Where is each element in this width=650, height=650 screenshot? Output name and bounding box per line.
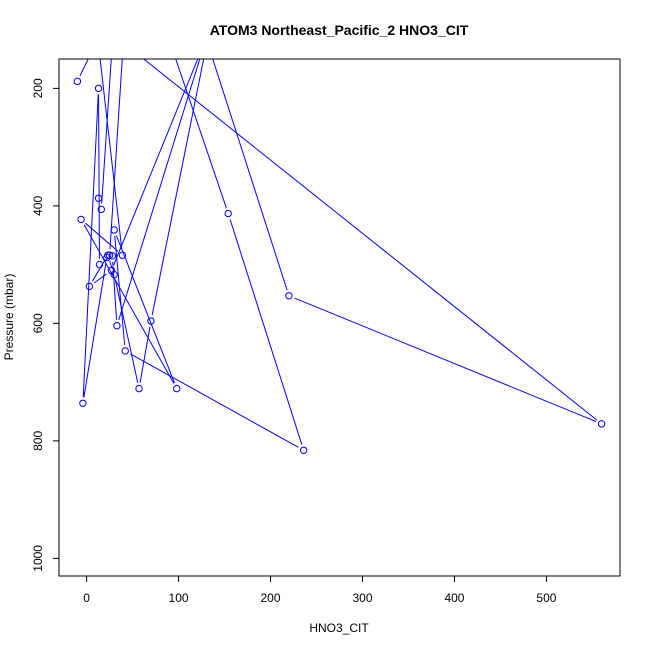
series-segment [114, 235, 126, 346]
data-point [135, 384, 143, 393]
data-point [147, 317, 155, 325]
series-segment [99, 59, 123, 250]
data-point [113, 322, 121, 330]
series-segment [105, 27, 158, 34]
series-segment [139, 326, 151, 383]
data-point [94, 194, 103, 202]
data-point [94, 84, 103, 93]
series-segment [113, 59, 199, 266]
data-point [203, 35, 209, 41]
data-point [85, 282, 94, 291]
series-layer [73, 12, 606, 454]
data-point [224, 209, 232, 218]
y-tick-label: 800 [31, 431, 45, 451]
series-segment [98, 94, 100, 259]
data-point [111, 12, 117, 18]
x-axis-label: HNO3_CIT [309, 621, 369, 635]
y-axis-label: Pressure (mbar) [2, 274, 16, 361]
data-point [121, 347, 129, 355]
series-segment [116, 21, 121, 36]
series-segment [294, 297, 597, 423]
x-tick-label: 200 [261, 591, 281, 605]
data-point [93, 18, 99, 24]
data-point [97, 205, 106, 214]
series-segment [175, 59, 227, 208]
series-segment [115, 235, 175, 384]
data-point [173, 384, 181, 393]
series-segment [114, 280, 139, 383]
x-tick-label: 300 [352, 591, 372, 605]
series-segment [83, 263, 107, 398]
data-point [79, 399, 87, 407]
series-segment [83, 224, 175, 384]
data-point [162, 23, 168, 29]
data-point [110, 226, 118, 234]
data-point [95, 260, 104, 269]
y-tick-label: 400 [31, 196, 45, 216]
x-tick-label: 400 [444, 591, 464, 605]
y-tick-label: 1000 [31, 545, 45, 572]
series-segment [93, 273, 107, 284]
data-point [96, 32, 102, 38]
series-segment [212, 59, 288, 291]
data-point [77, 215, 85, 224]
series-segment [101, 59, 112, 204]
series-segment [85, 222, 119, 252]
x-tick-label: 100 [169, 591, 189, 605]
data-point [73, 77, 82, 86]
series-segment [229, 219, 303, 445]
data-point [105, 251, 114, 259]
x-tick-label: 500 [536, 591, 556, 605]
plot-frame [58, 58, 621, 577]
series-segment [79, 59, 89, 77]
series-segment [109, 59, 123, 250]
y-tick-label: 200 [31, 78, 45, 98]
data-point [597, 420, 606, 428]
x-axis: 0 100 200 300 400 500 [83, 575, 557, 605]
y-axis: 200 400 600 800 1000 [31, 78, 60, 572]
y-tick-label: 600 [31, 313, 45, 333]
data-point [110, 270, 118, 279]
series-segment [82, 94, 99, 398]
series-segment [151, 59, 205, 316]
series-segment [118, 59, 201, 321]
data-point [285, 292, 293, 300]
data-point [299, 446, 308, 454]
x-tick-label: 0 [83, 591, 90, 605]
data-point [118, 251, 127, 259]
series-segment [142, 59, 598, 421]
chart-title: ATOM3 Northeast_Pacific_2 HNO3_CIT [210, 22, 469, 38]
data-point [120, 38, 126, 44]
series-segment [130, 353, 299, 448]
